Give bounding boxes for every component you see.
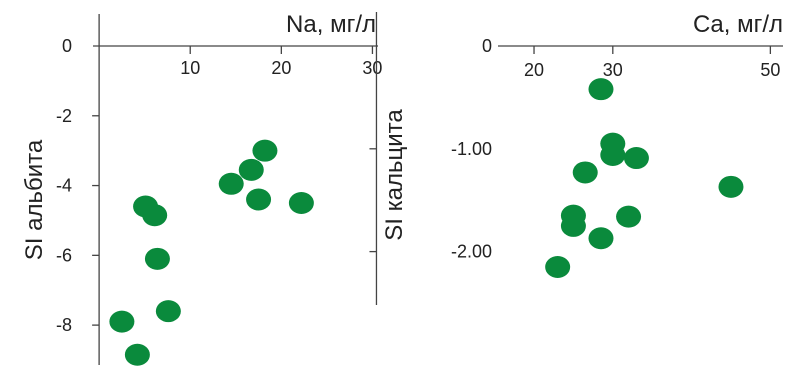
y-axis-title: SI кальцита [381,109,408,241]
data-point [718,175,744,198]
x-axis-title: Na, мг/л [286,11,376,38]
data-point [560,214,586,237]
calcite-si-chart: Ca, мг/л SI кальцита 20 30 50 0 -1.00 -2.00 [369,11,783,305]
y-tick-label: -2.00 [451,242,492,262]
y-tick-label: -1.00 [451,139,492,159]
data-point [588,78,614,101]
data-point [124,343,150,366]
y-tick-label: -8 [56,315,72,335]
data-point [545,256,571,279]
data-point [238,158,264,181]
x-tick-label: 30 [362,58,382,78]
data-point [600,143,626,166]
y-tick-label: -2 [56,106,72,126]
data-point [252,139,278,162]
y-tick-label: -6 [56,245,72,265]
x-tick-label: 10 [180,58,200,78]
data-point [144,247,170,270]
data-point [288,192,314,214]
data-point [109,310,135,333]
data-point [246,188,272,211]
data-point [155,300,181,323]
albite-si-chart: Na, мг/л SI альбита 10 20 30 0 -2 -4 -6 -8 [21,11,382,366]
x-tick-label: 50 [760,60,780,80]
x-tick-label: 30 [603,60,623,80]
y-tick-label: -4 [56,176,72,196]
y-tick-label: 0 [482,36,492,56]
x-axis-title: Ca, мг/л [693,11,783,38]
data-point [218,172,244,195]
data-point [572,161,598,184]
y-axis-title: SI альбита [21,139,48,260]
x-tick-label: 20 [524,60,544,80]
x-tick-label: 20 [271,58,291,78]
data-point [588,227,614,250]
data-point [616,205,642,228]
y-tick-label: 0 [62,36,72,56]
data-point [142,204,168,227]
data-point [623,147,649,170]
